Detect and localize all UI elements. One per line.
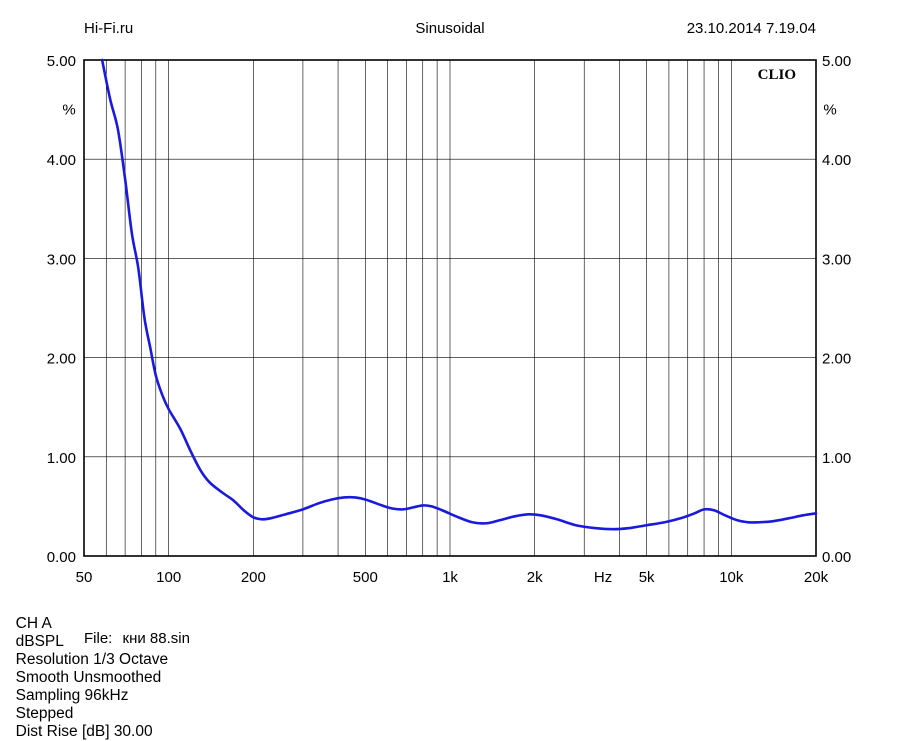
- clio-logo: CLIO: [758, 67, 796, 83]
- plot-frame: [83, 59, 817, 557]
- y-tick-label-left: 2.00: [47, 351, 76, 368]
- y-tick-label-right: 2.00: [822, 351, 851, 368]
- distortion-chart: 0.00 0.00 1.00 1.00 2.00 2.00 3.00 3.00 4.00 4.00…: [47, 53, 851, 586]
- y-tick-label-right: 1.00: [822, 450, 851, 467]
- series-layer: [100, 58, 818, 531]
- resolution-label: Resolution 1/3 Octave: [15, 651, 169, 668]
- dist-rise-label: Dist Rise [dB] 30.00: [15, 723, 153, 740]
- distortion-series-line: [100, 58, 818, 531]
- y-tick-label-right: 4.00: [822, 152, 851, 169]
- x-tick-label: 2k: [527, 569, 543, 586]
- measurement-settings: CH A dBSPL Resolution 1/3 Octave Smooth …: [7, 597, 183, 741]
- x-tick-label: 1k: [442, 569, 458, 586]
- x-unit-label: Hz: [594, 569, 612, 586]
- x-tick-label: 10k: [719, 569, 744, 586]
- header-site-label: Hi-Fi.ru: [84, 20, 134, 37]
- file-info: File: кни 88.sin: [84, 630, 196, 647]
- mode-label: Stepped: [15, 705, 74, 722]
- y-tick-label-right: 5.00: [822, 53, 851, 70]
- file-label: File:: [84, 630, 113, 647]
- y-tick-label-left: 3.00: [47, 251, 76, 268]
- tick-labels: 0.00 0.00 1.00 1.00 2.00 2.00 3.00 3.00 4.00 4.00…: [47, 53, 851, 586]
- unit-label: dBSPL: [15, 633, 64, 650]
- x-tick-label: 100: [156, 569, 181, 586]
- x-tick-label: 200: [241, 569, 266, 586]
- y-tick-label-left: 5.00: [47, 53, 76, 70]
- y-tick-label-left: 0.00: [47, 549, 76, 566]
- y-tick-label-right: 0.00: [822, 549, 851, 566]
- header-timestamp: 23.10.2014 7.19.04: [686, 20, 816, 37]
- plot-border: [83, 59, 817, 557]
- header-mode-label: Sinusoidal: [415, 20, 485, 37]
- y-tick-label-left: 1.00: [47, 450, 76, 467]
- y-tick-label-right: 3.00: [822, 251, 851, 268]
- sampling-label: Sampling 96kHz: [15, 687, 129, 704]
- y-unit-label-left: %: [62, 102, 75, 119]
- file-name: кни 88.sin: [122, 630, 190, 647]
- channel-label: CH A: [15, 615, 52, 632]
- grid-layer: [84, 60, 816, 556]
- y-unit-label-right: %: [823, 102, 836, 119]
- x-tick-label: 20k: [804, 569, 829, 586]
- smooth-label: Smooth Unsmoothed: [15, 669, 162, 686]
- x-tick-label: 500: [353, 569, 378, 586]
- x-tick-label: 5k: [639, 569, 655, 586]
- y-tick-label-left: 4.00: [47, 152, 76, 169]
- x-tick-label: 50: [76, 569, 93, 586]
